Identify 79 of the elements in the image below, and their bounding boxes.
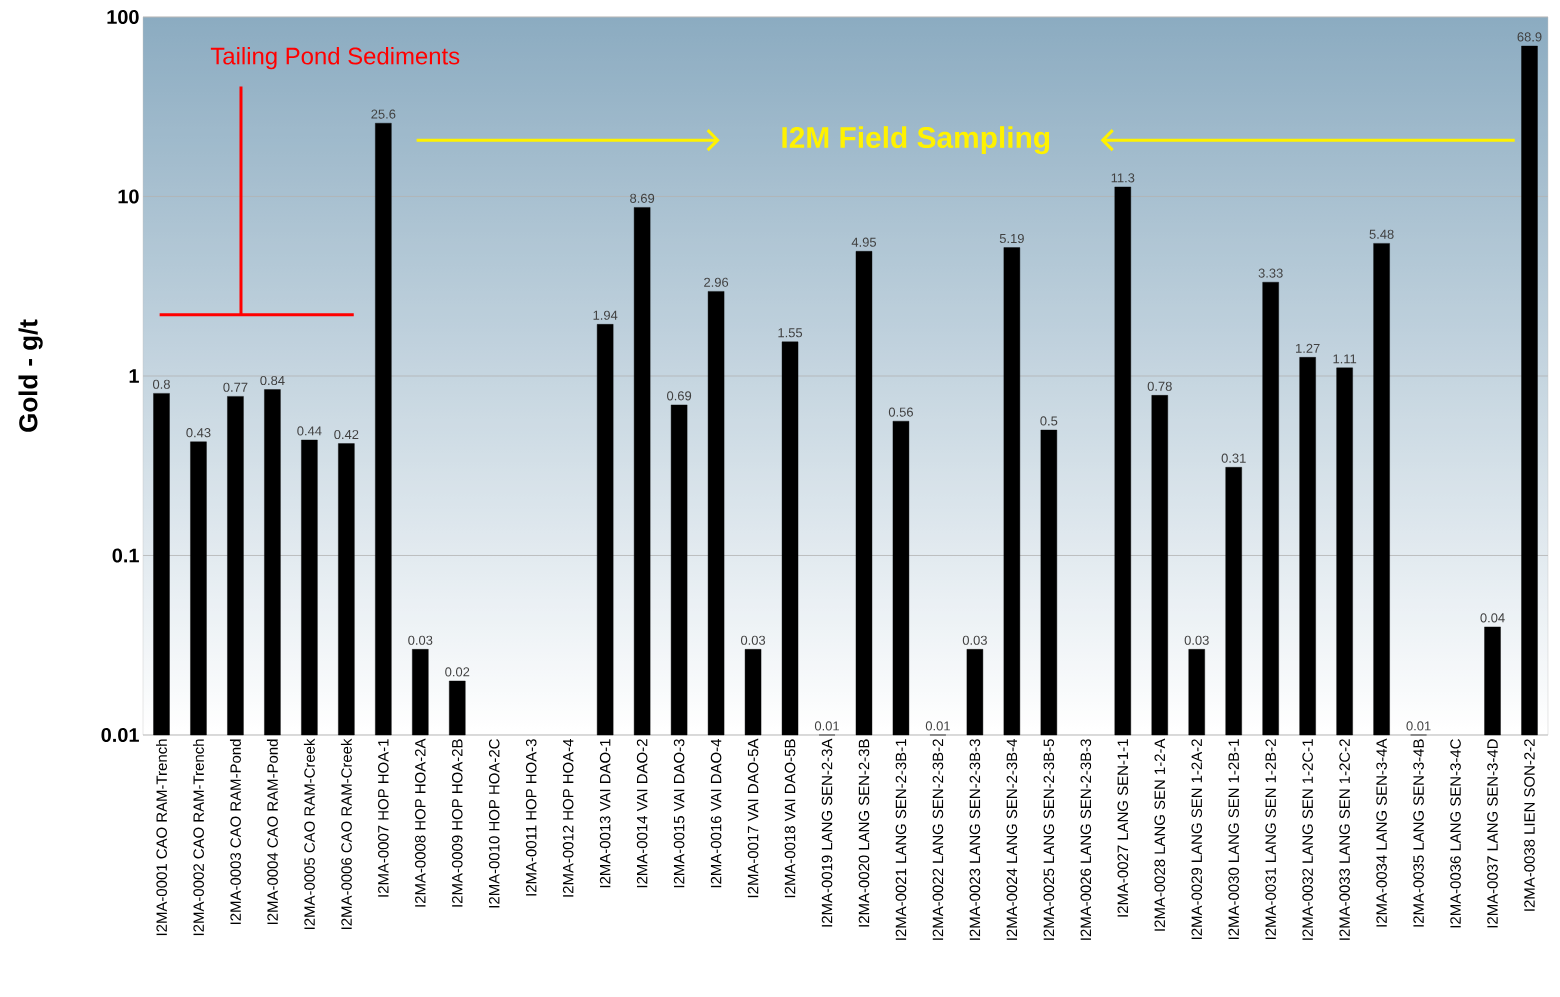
data-label: 3.33 (1258, 268, 1283, 278)
x-tick-label: I2MA-0036 LANG SEN-3-4C (1450, 739, 1461, 928)
x-tick-label: I2MA-0020 LANG SEN-2-3B (858, 739, 870, 927)
data-label: 68.9 (1517, 32, 1542, 42)
data-label: 0.77 (223, 382, 248, 392)
data-label: 0.8 (152, 379, 170, 389)
data-label: 0.69 (667, 391, 692, 401)
x-tick-label: I2MA-0038 LIEN SON-2-2 (1524, 739, 1535, 911)
x-tick-label: I2MA-0014 VAI DAO-2 (636, 739, 648, 888)
x-tick-label: I2MA-0028 LANG SEN 1-2-A (1154, 738, 1166, 931)
x-tick-label: I2MA-0012 HOP HOA-4 (562, 738, 574, 897)
data-label: 0.84 (260, 375, 285, 386)
y-tick-label: 0.1 (112, 548, 139, 563)
data-label: 5.48 (1369, 229, 1394, 239)
data-label: 0.43 (186, 428, 211, 438)
data-label: 0.44 (297, 426, 322, 436)
x-tick-label: I2MA-0035 LANG SEN-3-4B (1413, 739, 1424, 927)
x-tick-label: I2MA-0017 VAI DAO-5A (747, 738, 759, 898)
y-tick-label: 10 (118, 189, 139, 204)
x-tick-label: I2MA-0001 CAO RAM-Trench (156, 739, 167, 936)
x-tick-label: I2MA-0010 HOP HOA-2C (488, 739, 500, 908)
x-tick-label: I2MA-0027 LANG SEN-1-1 (1117, 739, 1129, 917)
x-tick-label: I2MA-0013 VAI DAO-1 (599, 739, 611, 888)
x-tick-label: I2MA-0022 LANG SEN-2-3B-2 (932, 739, 944, 940)
x-tick-label: I2MA-0021 LANG SEN-2-3B-1 (895, 739, 907, 940)
data-label: 0.04 (1480, 613, 1505, 623)
x-tick-label: I2MA-0030 LANG SEN 1-2B-1 (1228, 739, 1239, 939)
x-tick-label: I2MA-0008 HOP HOA-2A (415, 738, 426, 907)
data-label: 0.42 (334, 429, 359, 440)
data-label: 0.01 (925, 721, 950, 731)
y-tick-label: 1 (129, 369, 139, 383)
data-label: 25.6 (371, 109, 396, 119)
data-label: 1.27 (1296, 343, 1320, 353)
x-tick-label: I2MA-0034 LANG SEN-3-4A (1376, 738, 1387, 927)
data-label: 0.03 (1184, 635, 1209, 645)
data-label: 0.31 (1221, 453, 1246, 463)
x-tick-label: I2MA-0024 LANG SEN-2-3B-4 (1006, 738, 1018, 940)
x-tick-label: I2MA-0007 HOP HOA-1 (378, 739, 389, 897)
data-label: 1.55 (778, 328, 803, 338)
x-tick-label: I2MA-0032 LANG SEN 1-2C-1 (1302, 739, 1313, 940)
data-label: 0.03 (408, 635, 433, 645)
x-tick-label: I2MA-0037 LANG SEN-3-4D (1487, 739, 1498, 928)
y-tick-label: 0.01 (101, 727, 139, 743)
annotation: I2M Field Sampling (782, 126, 1050, 155)
x-tick-label: I2MA-0023 LANG SEN-2-3B-3 (969, 739, 981, 940)
annotation: Tailing Pond Sediments (210, 46, 460, 70)
x-tick-label: I2MA-0031 LANG SEN 1-2B-2 (1265, 739, 1276, 939)
x-tick-label: I2MA-0029 LANG SEN 1-2A-2 (1191, 739, 1203, 939)
data-label: 11.3 (1111, 173, 1135, 183)
x-tick-label: I2MA-0016 VAI DAO-4 (710, 738, 722, 888)
data-label: 0.03 (740, 635, 766, 645)
data-label: 0.78 (1147, 381, 1172, 391)
x-tick-label: I2MA-0009 HOP HOA-2B (451, 739, 463, 907)
x-tick-label: I2MA-0019 LANG SEN-2-3A (821, 738, 833, 927)
y-tick-label: 100 (107, 9, 139, 25)
data-label: 2.96 (704, 277, 729, 287)
data-label: 5.19 (999, 233, 1024, 244)
x-tick-label: I2MA-0006 CAO RAM-Creek (340, 738, 352, 929)
x-tick-label: I2MA-0003 CAO RAM-Pond (229, 739, 241, 925)
data-label: 0.03 (962, 635, 987, 645)
data-label: 0.5 (1040, 416, 1058, 426)
x-tick-label: I2MA-0004 CAO RAM-Pond (266, 739, 278, 925)
x-tick-label: I2MA-0033 LANG SEN 1-2C-2 (1339, 739, 1350, 940)
data-label: 4.95 (851, 237, 877, 247)
x-tick-label: I2MA-0018 VAI DAO-5B (784, 739, 796, 898)
x-tick-label: I2MA-0002 CAO RAM-Trench (192, 739, 204, 936)
x-tick-label: I2MA-0025 LANG SEN-2-3B-5 (1043, 739, 1055, 940)
data-label: 0.01 (814, 721, 839, 731)
x-tick-label: I2MA-0005 CAO RAM-Creek (303, 738, 315, 929)
data-label: 0.02 (445, 667, 470, 677)
data-label: 1.11 (1333, 354, 1357, 364)
data-label: 0.01 (1406, 721, 1431, 731)
x-tick-label: I2MA-0011 HOP HOA-3 (525, 739, 537, 896)
x-tick-label: I2MA-0026 LANG SEN-2-3B-3 (1080, 739, 1092, 940)
data-label: 8.69 (630, 193, 655, 203)
data-label: 0.56 (888, 407, 913, 417)
x-tick-label: I2MA-0015 VAI DAO-3 (673, 739, 685, 888)
data-label: 1.94 (593, 310, 618, 320)
y-axis-title: Gold - g/t (18, 319, 43, 432)
